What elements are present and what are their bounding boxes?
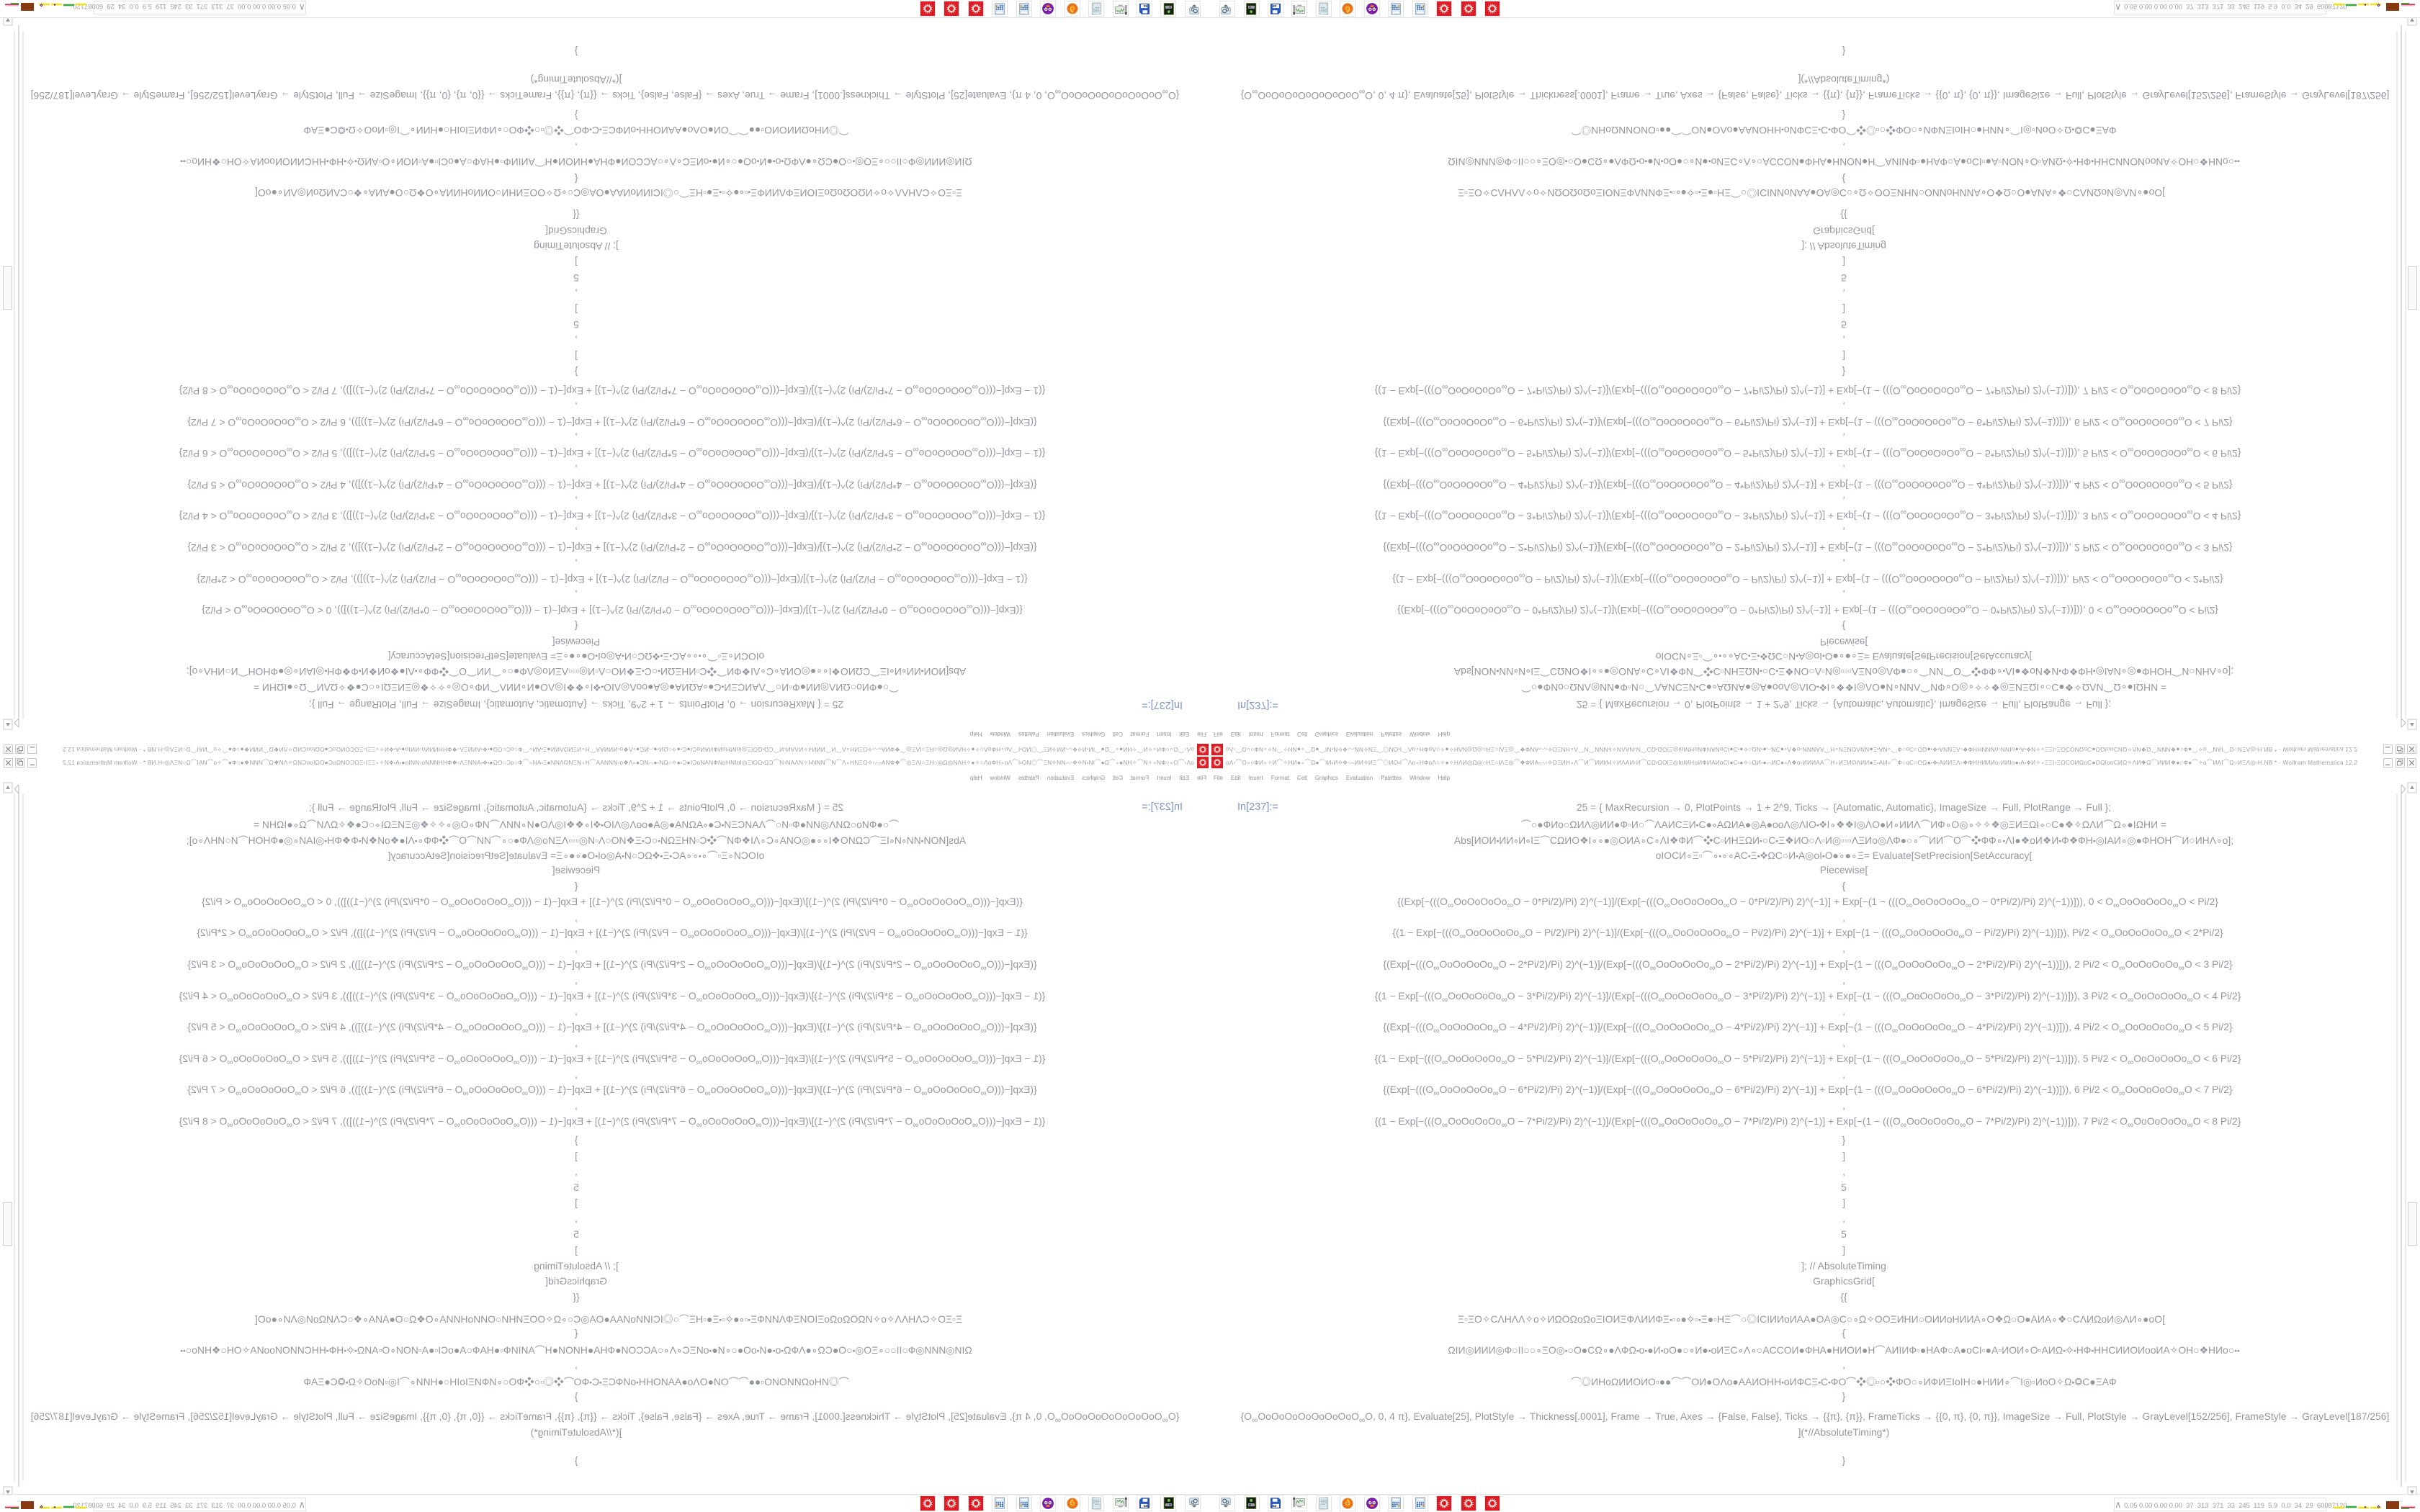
svg-text:64: 64 — [1273, 4, 1277, 8]
svg-text:64: 64 — [1143, 1504, 1147, 1508]
svg-text:64: 64 — [1273, 1504, 1277, 1508]
svg-text:64: 64 — [1143, 4, 1147, 8]
